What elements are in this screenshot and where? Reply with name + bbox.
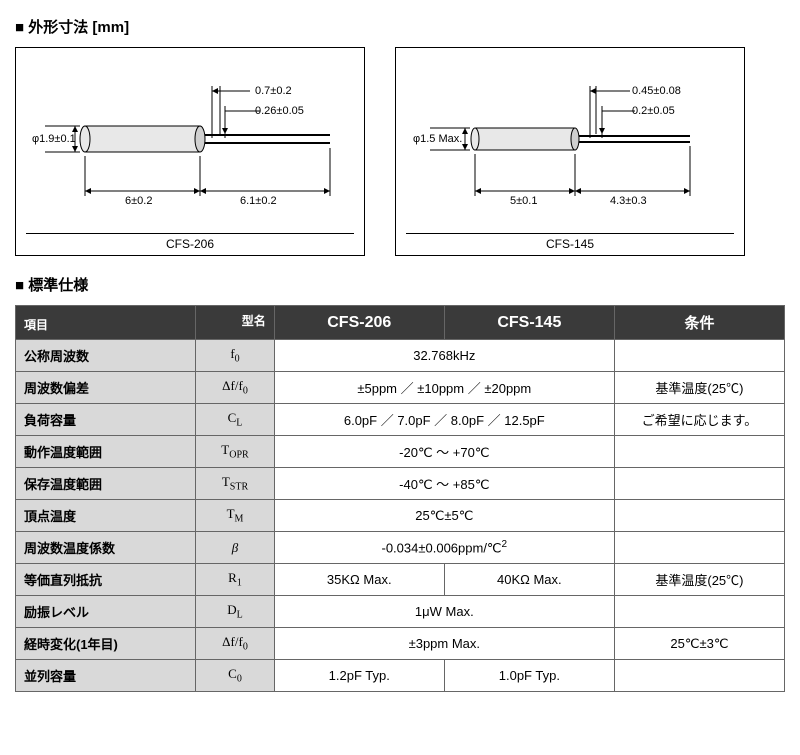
table-row: 保存温度範囲TSTR-40℃ ～ +85℃	[16, 468, 785, 500]
spec-title: ■ 標準仕様	[15, 274, 785, 295]
condition-cell	[614, 436, 784, 468]
condition-cell: ご希望に応じます。	[614, 404, 784, 436]
th-model: 型名	[196, 306, 274, 340]
condition-cell	[614, 468, 784, 500]
diagram-right: 0.45±0.08 0.2±0.05 φ1.5 Max. 5±0.1	[395, 47, 745, 256]
param-cell: 等価直列抵抗	[16, 564, 196, 596]
table-row: 経時変化(1年目)Δf/f0±3ppm Max.25℃±3℃	[16, 628, 785, 660]
diagram-left: 0.7±0.2 0.26±0.05 φ1.9±0.1	[15, 47, 365, 256]
dim-lead-len-r: 4.3±0.3	[610, 195, 647, 207]
caption-left: CFS-206	[26, 233, 354, 251]
value-cell: 1.2pF Typ.	[274, 660, 444, 692]
value-cell: 40KΩ Max.	[444, 564, 614, 596]
value-cell: 6.0pF ／ 7.0pF ／ 8.0pF ／ 12.5pF	[274, 404, 614, 436]
param-cell: 励振レベル	[16, 596, 196, 628]
table-row: 公称周波数f032.768kHz	[16, 340, 785, 372]
cfs145-drawing: 0.45±0.08 0.2±0.05 φ1.5 Max. 5±0.1	[410, 56, 730, 226]
symbol-cell: f0	[196, 340, 274, 372]
condition-cell	[614, 340, 784, 372]
th-item: 項目	[16, 306, 196, 340]
symbol-cell: TSTR	[196, 468, 274, 500]
table-row: 周波数偏差Δf/f0±5ppm ／ ±10ppm ／ ±20ppm基準温度(25…	[16, 372, 785, 404]
param-cell: 周波数温度係数	[16, 532, 196, 564]
table-row: 励振レベルDL1μW Max.	[16, 596, 785, 628]
value-cell: 35KΩ Max.	[274, 564, 444, 596]
table-row: 周波数温度係数β-0.034±0.006ppm/℃2	[16, 532, 785, 564]
condition-cell: 基準温度(25℃)	[614, 564, 784, 596]
param-cell: 周波数偏差	[16, 372, 196, 404]
symbol-cell: TM	[196, 500, 274, 532]
param-cell: 経時変化(1年目)	[16, 628, 196, 660]
symbol-cell: DL	[196, 596, 274, 628]
dim-lead-gap: 0.7±0.2	[255, 85, 292, 97]
symbol-cell: β	[196, 532, 274, 564]
value-cell: 1μW Max.	[274, 596, 614, 628]
condition-cell	[614, 532, 784, 564]
value-cell: ±3ppm Max.	[274, 628, 614, 660]
param-cell: 並列容量	[16, 660, 196, 692]
dim-diameter-r: φ1.5 Max.	[413, 133, 462, 145]
condition-cell	[614, 660, 784, 692]
param-cell: 負荷容量	[16, 404, 196, 436]
symbol-cell: Δf/f0	[196, 628, 274, 660]
symbol-cell: R1	[196, 564, 274, 596]
value-cell: 1.0pF Typ.	[444, 660, 614, 692]
value-cell: -0.034±0.006ppm/℃2	[274, 532, 614, 564]
dim-lead-thick-r: 0.2±0.05	[632, 105, 675, 117]
value-cell: -40℃ ～ +85℃	[274, 468, 614, 500]
param-cell: 動作温度範囲	[16, 436, 196, 468]
condition-cell: 25℃±3℃	[614, 628, 784, 660]
dimensions-title: ■ 外形寸法 [mm]	[15, 16, 785, 37]
param-cell: 保存温度範囲	[16, 468, 196, 500]
condition-cell: 基準温度(25℃)	[614, 372, 784, 404]
table-row: 負荷容量CL6.0pF ／ 7.0pF ／ 8.0pF ／ 12.5pFご希望に…	[16, 404, 785, 436]
value-cell: -20℃ ～ +70℃	[274, 436, 614, 468]
th-c1: CFS-206	[274, 306, 444, 340]
condition-cell	[614, 596, 784, 628]
dim-body-len-r: 5±0.1	[510, 195, 537, 207]
condition-cell	[614, 500, 784, 532]
param-cell: 公称周波数	[16, 340, 196, 372]
symbol-cell: C0	[196, 660, 274, 692]
th-cond: 条件	[614, 306, 784, 340]
table-row: 並列容量C01.2pF Typ.1.0pF Typ.	[16, 660, 785, 692]
dim-lead-gap-r: 0.45±0.08	[632, 85, 681, 97]
table-row: 頂点温度TM25℃±5℃	[16, 500, 785, 532]
value-cell: 32.768kHz	[274, 340, 614, 372]
table-row: 等価直列抵抗R135KΩ Max.40KΩ Max.基準温度(25℃)	[16, 564, 785, 596]
dim-lead-len: 6.1±0.2	[240, 195, 277, 207]
symbol-cell: CL	[196, 404, 274, 436]
th-c2: CFS-145	[444, 306, 614, 340]
cfs206-drawing: 0.7±0.2 0.26±0.05 φ1.9±0.1	[30, 56, 350, 226]
caption-right: CFS-145	[406, 233, 734, 251]
dim-lead-thick: 0.26±0.05	[255, 105, 304, 117]
value-cell: ±5ppm ／ ±10ppm ／ ±20ppm	[274, 372, 614, 404]
value-cell: 25℃±5℃	[274, 500, 614, 532]
diagrams-row: 0.7±0.2 0.26±0.05 φ1.9±0.1	[15, 47, 785, 256]
symbol-cell: TOPR	[196, 436, 274, 468]
dim-body-len: 6±0.2	[125, 195, 152, 207]
dim-diameter: φ1.9±0.1	[32, 133, 76, 145]
param-cell: 頂点温度	[16, 500, 196, 532]
symbol-cell: Δf/f0	[196, 372, 274, 404]
spec-table: 項目 型名 CFS-206 CFS-145 条件 公称周波数f032.768kH…	[15, 305, 785, 692]
table-row: 動作温度範囲TOPR-20℃ ～ +70℃	[16, 436, 785, 468]
